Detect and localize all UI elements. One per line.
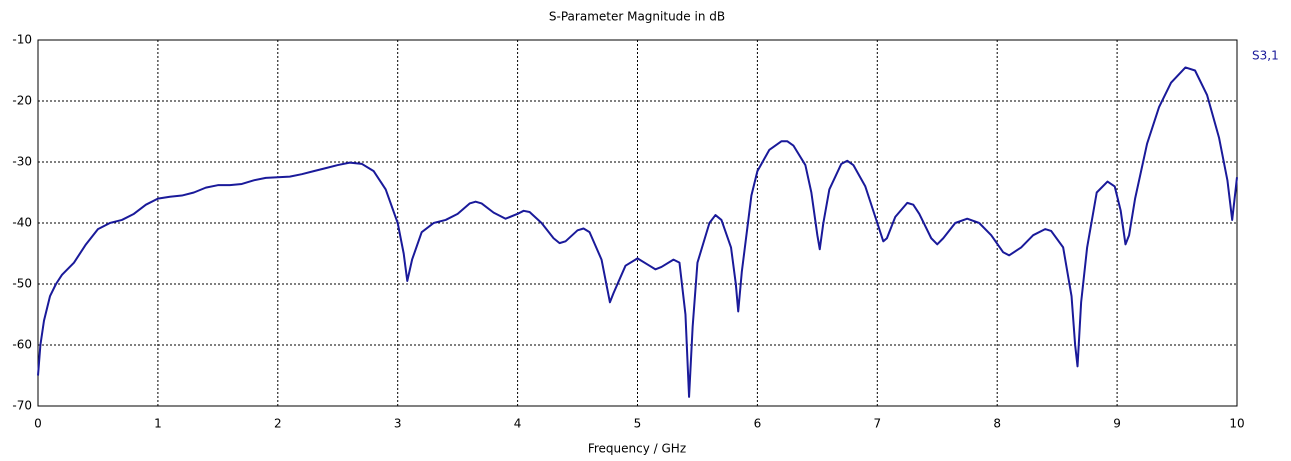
legend-label: S3,1 xyxy=(1252,49,1279,63)
series-line xyxy=(37,66,1238,398)
x-tick-label: 4 xyxy=(514,417,522,431)
y-tick-label: -30 xyxy=(12,155,32,169)
x-tick-label: 7 xyxy=(873,417,881,431)
x-tick-label: 2 xyxy=(274,417,282,431)
x-tick-label: 10 xyxy=(1229,417,1244,431)
y-tick-label: -20 xyxy=(12,94,32,108)
x-tick-label: 3 xyxy=(394,417,402,431)
y-tick-label: -50 xyxy=(12,277,32,291)
x-tick-label: 8 xyxy=(993,417,1001,431)
plot-frame xyxy=(37,39,1238,407)
x-tick-label: 5 xyxy=(634,417,642,431)
y-tick-label: -10 xyxy=(12,33,32,47)
x-tick-label: 9 xyxy=(1113,417,1121,431)
x-axis-label: Frequency / GHz xyxy=(588,442,686,456)
chart-title: S-Parameter Magnitude in dB xyxy=(549,10,725,24)
x-tick-label: 6 xyxy=(754,417,762,431)
y-tick-label: -70 xyxy=(12,399,32,413)
x-tick-label: 1 xyxy=(154,417,162,431)
x-tick-label: 0 xyxy=(34,417,42,431)
y-tick-label: -60 xyxy=(12,338,32,352)
y-tick-label: -40 xyxy=(12,216,32,230)
